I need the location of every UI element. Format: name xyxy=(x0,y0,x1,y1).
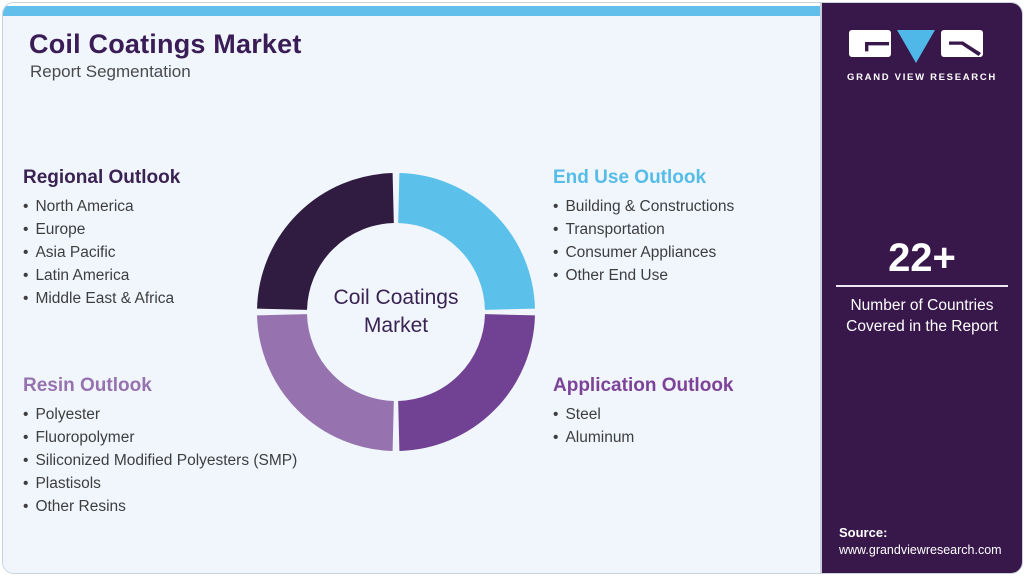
donut-segment-regional xyxy=(257,173,395,311)
list-item: Transportation xyxy=(553,218,873,241)
list-item: Consumer Appliances xyxy=(553,241,873,264)
content-area: Coil Coatings Market Report Segmentation… xyxy=(3,16,822,573)
segment-list-application: Steel Aluminum xyxy=(553,403,873,449)
segment-list-regional: North America Europe Asia Pacific Latin … xyxy=(23,195,343,310)
list-item: Other End Use xyxy=(553,264,873,287)
brand-name: GRAND VIEW RESEARCH xyxy=(846,72,997,83)
page-subtitle: Report Segmentation xyxy=(30,62,191,81)
list-item: Building & Constructions xyxy=(553,195,873,218)
stat-value: 22+ xyxy=(888,236,956,280)
list-item: Steel xyxy=(553,403,873,426)
gvr-logo-icon xyxy=(849,30,983,63)
donut-chart: Coil Coatings Market xyxy=(255,171,537,453)
segment-block-resin: Resin Outlook Polyester Fluoropolymer Si… xyxy=(23,375,343,518)
donut-segment-application xyxy=(397,313,535,451)
list-item: Latin America xyxy=(23,264,343,287)
donut-svg xyxy=(257,173,535,451)
list-item: North America xyxy=(23,195,343,218)
segment-heading-application: Application Outlook xyxy=(553,375,734,396)
list-item: Plastisols xyxy=(23,472,343,495)
segment-list-resin: Polyester Fluoropolymer Siliconized Modi… xyxy=(23,403,343,518)
list-item: Middle East & Africa xyxy=(23,287,343,310)
list-item: Europe xyxy=(23,218,343,241)
list-item: Aluminum xyxy=(553,426,873,449)
segment-block-regional: Regional Outlook North America Europe As… xyxy=(23,167,343,310)
page-title: Coil Coatings Market xyxy=(29,29,302,59)
list-item: Other Resins xyxy=(23,495,343,518)
stat-block: 22+ Number of Countries Covered in the R… xyxy=(822,237,1022,337)
list-item: Asia Pacific xyxy=(23,241,343,264)
donut-segment-resin xyxy=(257,313,395,451)
stat-caption-line2: Covered in the Report xyxy=(846,318,998,335)
sidebar-panel: GRAND VIEW RESEARCH 22+ Number of Countr… xyxy=(820,3,1022,573)
donut-label-line2: Market xyxy=(363,314,429,337)
source-label: Source: xyxy=(839,525,888,540)
source-url: www.grandviewresearch.com xyxy=(839,543,1002,557)
segment-heading-regional: Regional Outlook xyxy=(23,167,181,188)
main-section: Coil Coatings Market Report Segmentation… xyxy=(3,3,822,573)
segment-heading-end-use: End Use Outlook xyxy=(553,167,707,188)
stat-caption: Number of Countries Covered in the Repor… xyxy=(828,295,1016,337)
source-block: Source: www.grandviewresearch.com xyxy=(839,525,1002,557)
segment-block-end-use: End Use Outlook Building & Constructions… xyxy=(553,167,873,287)
segment-block-application: Application Outlook Steel Aluminum xyxy=(553,375,873,449)
segment-heading-resin: Resin Outlook xyxy=(23,375,152,396)
donut-segment-end_use xyxy=(397,173,535,311)
list-item: Polyester xyxy=(23,403,343,426)
stat-caption-line1: Number of Countries xyxy=(850,297,994,314)
donut-center-label: Coil Coatings Market xyxy=(255,171,537,453)
donut-label-line1: Coil Coatings xyxy=(333,286,459,309)
segment-list-end-use: Building & Constructions Transportation … xyxy=(553,195,873,287)
top-accent-bar xyxy=(3,6,822,16)
list-item: Fluoropolymer xyxy=(23,426,343,449)
brand-logo: GRAND VIEW RESEARCH xyxy=(822,27,1022,83)
stat-divider xyxy=(836,285,1008,287)
list-item: Siliconized Modified Polyesters (SMP) xyxy=(23,449,343,472)
